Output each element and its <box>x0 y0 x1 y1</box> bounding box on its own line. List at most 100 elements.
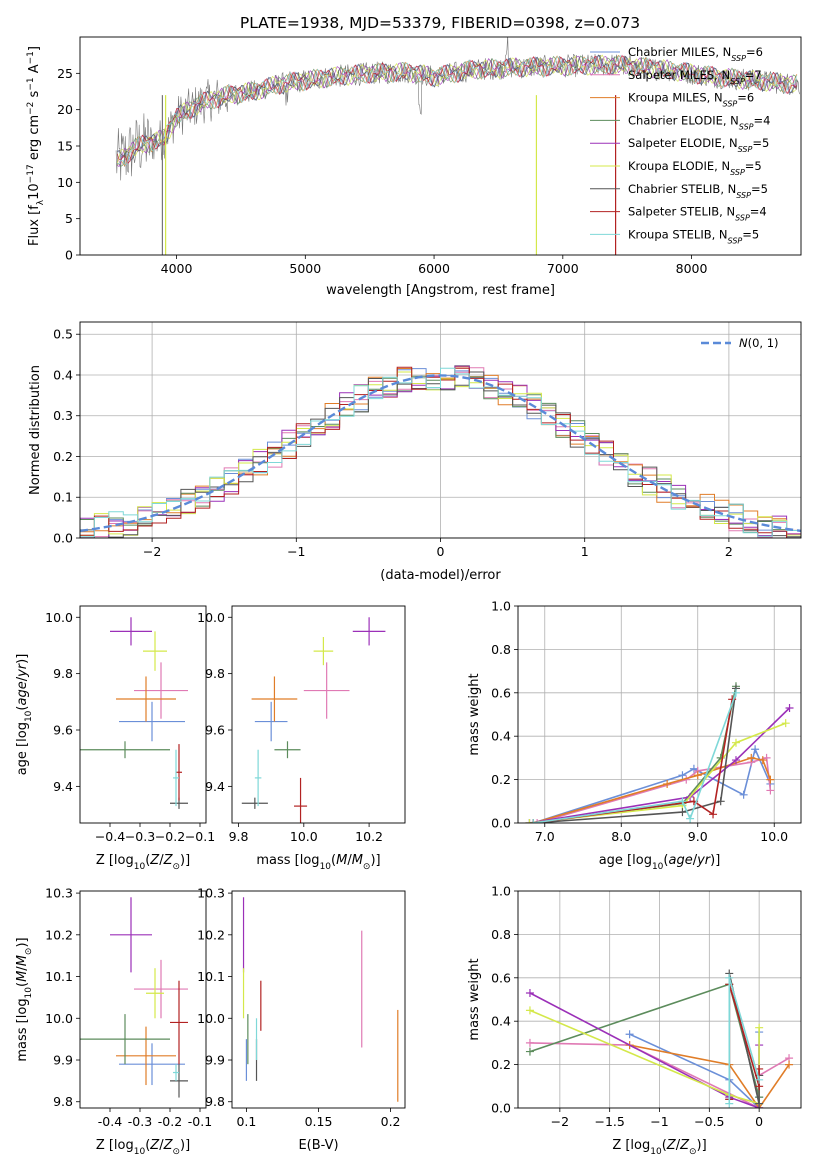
x-tick-label: 7.0 <box>535 829 555 844</box>
x-tick-label: 1 <box>581 544 589 559</box>
legend-text: Kroupa STELIB, N <box>628 227 728 241</box>
label-part: )] <box>180 853 190 868</box>
y-tick-label: 0.6 <box>491 970 511 985</box>
legend-sub: SSP <box>731 54 746 63</box>
weight-marker <box>751 745 760 754</box>
label-part: 10 <box>650 1147 662 1157</box>
panel-weight_vs_age: 7.0 8.0 9.0 10.0 0.0 0.2 0.4 0.6 0.8 1.0 age [log1… <box>467 599 802 872</box>
weight-marker <box>678 771 687 780</box>
label-part: mass [log <box>256 853 319 868</box>
weight-marker <box>529 819 538 823</box>
label-part: Z <box>666 1138 677 1153</box>
y-tick-label: 0.3 <box>53 408 73 423</box>
label-part: ] <box>27 46 42 51</box>
label-part: / <box>159 853 164 868</box>
panel-spectrum: 4000 5000 6000 7000 8000 0 5 10 15 20 25 Chabrier M… <box>26 36 802 298</box>
spectrum-model-line <box>116 55 798 164</box>
label-part: ( <box>145 1138 150 1153</box>
panel-weight_vs_Z: −2 −1.5 −1 −0.5 0 0.0 0.2 0.4 0.6 0.8 1.0 Z [log10(… <box>467 884 802 1157</box>
y-tick-label: 10.0 <box>197 1011 225 1026</box>
label-part: ⊙ <box>172 1147 180 1157</box>
axes-frame <box>517 605 802 824</box>
spectrum-model-line <box>117 55 798 168</box>
weight-marker <box>739 790 748 799</box>
x-axis-label: E(B-V) <box>298 1138 338 1153</box>
y-tick-label: 20 <box>57 102 73 117</box>
x-tick-label: −1.5 <box>594 1114 624 1129</box>
label-part: −17 <box>26 164 36 183</box>
y-tick-label: 10.1 <box>197 969 225 984</box>
label-part: M <box>15 971 30 982</box>
y-tick-label: 10.0 <box>45 610 73 625</box>
weight-marker <box>766 775 775 784</box>
label-part: ( <box>331 853 336 868</box>
axes-frame <box>79 36 802 256</box>
x-tick-label: 0 <box>437 544 445 559</box>
weight-marker <box>525 988 534 997</box>
y-tick-label: 10.2 <box>197 927 225 942</box>
label-part: / <box>347 853 352 868</box>
plot-area <box>115 37 800 255</box>
label-part: age <box>668 853 692 868</box>
label-part: 10 <box>320 862 332 872</box>
plot-area <box>80 617 188 809</box>
plot-area <box>518 891 801 1108</box>
label-part: ( <box>663 853 668 868</box>
weight-marker <box>525 1038 534 1047</box>
label-part: M <box>15 955 30 966</box>
x-axis-label: Z [log10(Z/Z⊙)] <box>612 1138 706 1157</box>
legend-label: Kroupa ELODIE, NSSP=5 <box>628 159 762 177</box>
axes-frame <box>79 605 207 824</box>
legend-text: Chabrier STELIB, N <box>628 182 736 196</box>
legend-sub: SSP <box>739 122 754 131</box>
plot-area <box>241 617 386 823</box>
legend-text: Chabrier ELODIE, N <box>628 113 739 127</box>
panel-residuals: −2 −1 0 1 2 0.0 0.1 0.2 0.3 0.4 0.5 N(0, 1) (data-mo… <box>28 321 802 583</box>
label-part: −1 <box>26 77 36 90</box>
y-tick-label: 0.5 <box>53 327 73 342</box>
y-tick-label: 10.3 <box>45 886 73 901</box>
label-part: 10 <box>27 183 42 200</box>
weight-marker <box>755 1099 764 1108</box>
x-tick-label: −2 <box>551 1114 569 1129</box>
plot-area <box>80 322 801 538</box>
label-part: N <box>739 336 748 350</box>
weight-marker <box>525 819 534 823</box>
y-axis-label: age [log10(age/yr)] <box>15 654 34 776</box>
legend-sub: SSP <box>728 236 743 245</box>
legend-sub: SSP <box>723 99 738 108</box>
y-tick-label: 1.0 <box>491 599 511 614</box>
legend-nssp: =4 <box>750 205 767 219</box>
y-tick-label: 0.4 <box>53 367 73 382</box>
legend-label: Salpeter MILES, NSSP=7 <box>628 68 762 86</box>
y-tick-label: 0.2 <box>53 449 73 464</box>
legend-text: Salpeter STELIB, N <box>628 205 735 219</box>
legend-sub: SSP <box>736 190 751 199</box>
y-tick-label: 0.4 <box>491 729 511 744</box>
spectrum-model-line <box>117 54 798 161</box>
label-part: Z <box>163 853 174 868</box>
label-part: M <box>336 853 347 868</box>
spectrum-model-line <box>117 54 798 165</box>
weight-line <box>533 688 737 823</box>
label-part: / <box>159 1138 164 1153</box>
label-part: Z <box>149 853 160 868</box>
legend-label: Salpeter ELODIE, NSSP=5 <box>628 136 769 154</box>
x-axis-label: Z [log10(Z/Z⊙)] <box>96 1138 190 1157</box>
panel-age_vs_Z: −0.4 −0.3 −0.2 −0.19.49.69.810.0Z [log10(Z/… <box>15 605 215 872</box>
plot-area <box>80 897 188 1098</box>
y-tick-label: 10 <box>57 175 73 190</box>
legend-label: Salpeter STELIB, NSSP=4 <box>628 205 767 223</box>
label-part: )] <box>15 654 30 664</box>
legend-nssp: =4 <box>754 113 771 127</box>
y-tick-label: 10.3 <box>197 886 225 901</box>
legend-label: N(0, 1) <box>739 336 779 350</box>
spectrum-model-line <box>117 54 798 167</box>
legend-label: Chabrier ELODIE, NSSP=4 <box>628 113 770 130</box>
y-axis-label: mass weight <box>467 958 482 1040</box>
weight-marker <box>725 973 734 982</box>
x-axis-label: mass [log10(M/M⊙)] <box>256 853 380 872</box>
